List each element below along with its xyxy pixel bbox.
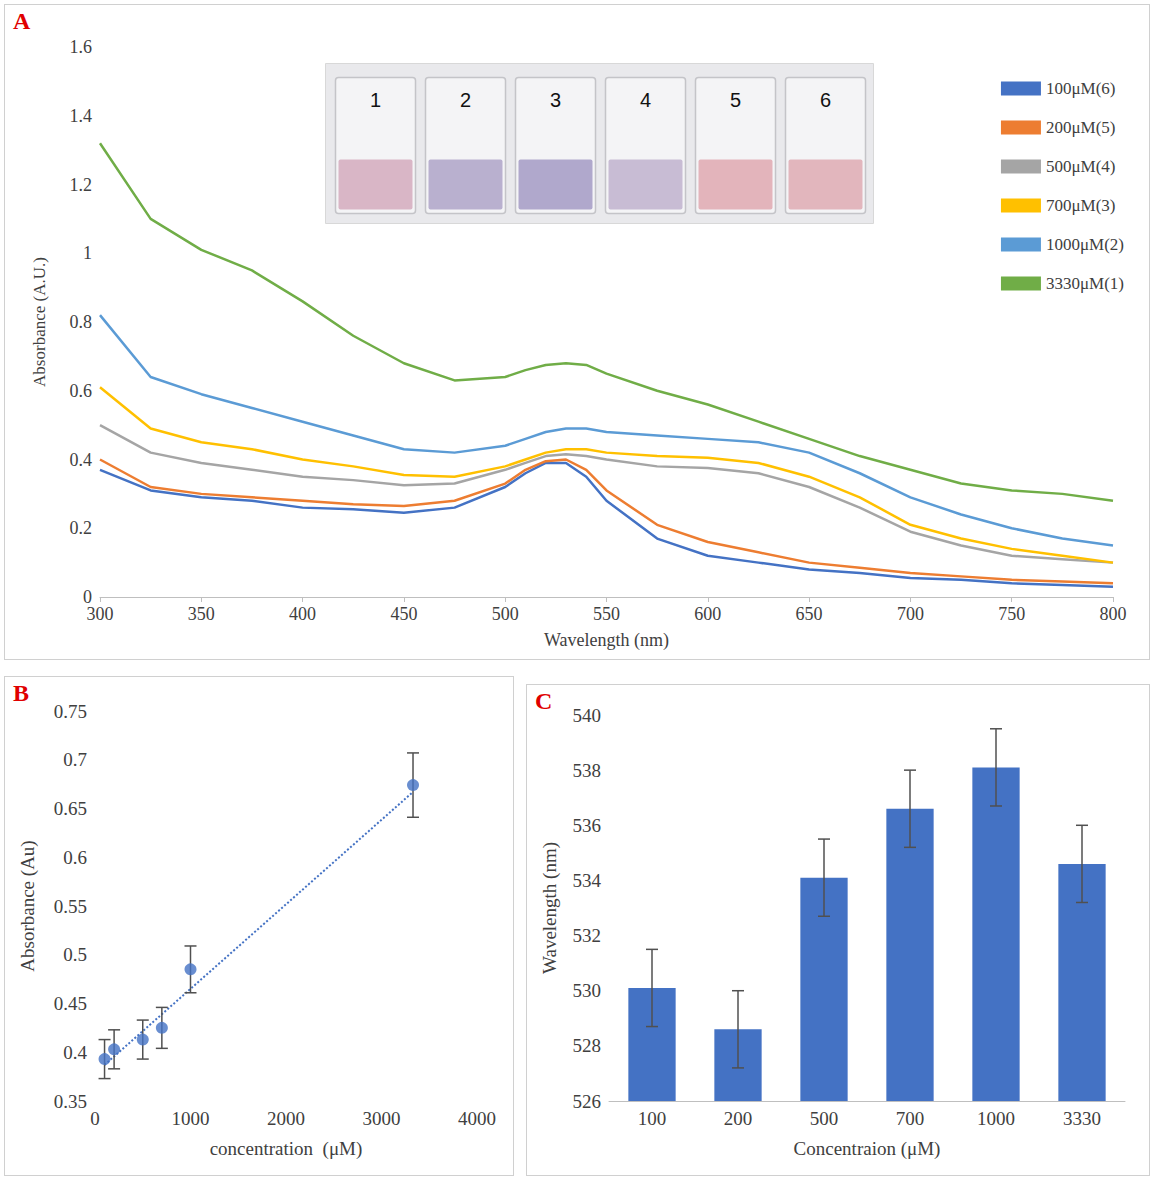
svg-text:1.2: 1.2: [70, 175, 93, 195]
svg-text:3: 3: [550, 89, 561, 111]
svg-text:0: 0: [83, 587, 92, 607]
svg-text:100μM(6): 100μM(6): [1046, 79, 1116, 98]
svg-text:Concentraion (μM): Concentraion (μM): [794, 1138, 941, 1160]
svg-text:5: 5: [730, 89, 741, 111]
svg-text:2: 2: [460, 89, 471, 111]
svg-text:1000μM(2): 1000μM(2): [1046, 235, 1124, 254]
svg-text:450: 450: [390, 604, 417, 624]
svg-text:700: 700: [896, 1108, 925, 1129]
svg-text:300: 300: [87, 604, 114, 624]
svg-text:4: 4: [640, 89, 651, 111]
svg-text:532: 532: [573, 925, 602, 946]
svg-text:200: 200: [724, 1108, 753, 1129]
svg-text:700μM(3): 700μM(3): [1046, 196, 1116, 215]
svg-text:Absorbance (A.U.): Absorbance (A.U.): [30, 257, 49, 387]
svg-text:1: 1: [83, 243, 92, 263]
svg-text:0.75: 0.75: [54, 701, 87, 722]
svg-text:500: 500: [810, 1108, 839, 1129]
svg-text:500μM(4): 500μM(4): [1046, 157, 1116, 176]
svg-text:0.8: 0.8: [70, 312, 93, 332]
svg-text:C: C: [535, 688, 552, 714]
svg-text:0.35: 0.35: [54, 1091, 87, 1112]
svg-text:3330: 3330: [1063, 1108, 1101, 1129]
svg-text:550: 550: [593, 604, 620, 624]
svg-text:750: 750: [998, 604, 1025, 624]
svg-text:500: 500: [492, 604, 519, 624]
svg-text:200μM(5): 200μM(5): [1046, 118, 1116, 137]
svg-text:concentration (μM): concentration (μM): [210, 1138, 363, 1160]
svg-text:650: 650: [796, 604, 823, 624]
svg-text:6: 6: [820, 89, 831, 111]
svg-text:700: 700: [897, 604, 924, 624]
svg-text:0.4: 0.4: [70, 450, 93, 470]
svg-text:540: 540: [573, 705, 602, 726]
svg-text:0.6: 0.6: [63, 847, 87, 868]
svg-text:Absorbance (Au): Absorbance (Au): [17, 840, 39, 971]
svg-text:0.45: 0.45: [54, 993, 87, 1014]
svg-text:0.55: 0.55: [54, 896, 87, 917]
svg-text:Wavelength (nm): Wavelength (nm): [544, 630, 669, 651]
svg-text:538: 538: [573, 760, 602, 781]
svg-text:100: 100: [638, 1108, 667, 1129]
svg-text:526: 526: [573, 1091, 602, 1112]
svg-text:1.6: 1.6: [70, 37, 93, 57]
svg-text:0.7: 0.7: [63, 749, 87, 770]
svg-text:3330μM(1): 3330μM(1): [1046, 274, 1124, 293]
svg-text:0: 0: [90, 1108, 100, 1129]
svg-text:1000: 1000: [172, 1108, 210, 1129]
svg-text:1.4: 1.4: [70, 106, 93, 126]
svg-text:A: A: [13, 8, 31, 34]
svg-text:0.65: 0.65: [54, 798, 87, 819]
svg-text:536: 536: [573, 815, 602, 836]
svg-text:600: 600: [694, 604, 721, 624]
svg-text:0.6: 0.6: [70, 381, 93, 401]
svg-text:800: 800: [1100, 604, 1127, 624]
svg-text:400: 400: [289, 604, 316, 624]
svg-text:530: 530: [573, 980, 602, 1001]
svg-text:1: 1: [370, 89, 381, 111]
svg-text:2000: 2000: [267, 1108, 305, 1129]
svg-text:3000: 3000: [363, 1108, 401, 1129]
svg-text:528: 528: [573, 1035, 602, 1056]
svg-text:534: 534: [573, 870, 602, 891]
svg-text:1000: 1000: [977, 1108, 1015, 1129]
svg-text:B: B: [13, 680, 29, 706]
svg-text:Wavelength (nm): Wavelength (nm): [539, 842, 561, 974]
svg-text:0.2: 0.2: [70, 518, 93, 538]
svg-text:4000: 4000: [458, 1108, 496, 1129]
svg-text:0.4: 0.4: [63, 1042, 87, 1063]
svg-text:0.5: 0.5: [63, 944, 87, 965]
svg-text:350: 350: [188, 604, 215, 624]
